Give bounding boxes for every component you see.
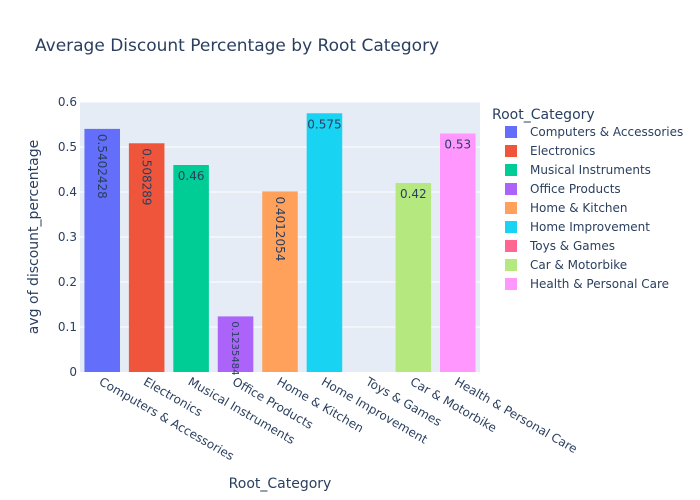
legend-label: Toys & Games [529, 239, 615, 253]
bar[interactable] [128, 143, 165, 372]
legend-item[interactable]: Home & Kitchen [505, 201, 628, 215]
y-tick-label: 0 [69, 365, 77, 379]
bar-value-label: 0.53 [444, 138, 471, 152]
x-axis-ticks: Computers & AccessoriesElectronicsMusica… [97, 374, 580, 463]
legend-item[interactable]: Car & Motorbike [505, 258, 627, 272]
legend-item[interactable]: Office Products [505, 182, 621, 196]
legend-item[interactable]: Electronics [505, 144, 595, 158]
legend-swatch [505, 183, 517, 195]
bar[interactable] [395, 183, 432, 372]
x-axis-title: Root_Category [229, 476, 332, 492]
y-tick-label: 0.1 [58, 320, 77, 334]
legend-label: Home & Kitchen [530, 201, 628, 215]
legend-swatch [505, 126, 517, 138]
bar-value-label: 0.508289 [139, 148, 153, 205]
y-tick-label: 0.2 [58, 275, 77, 289]
y-tick-label: 0.3 [58, 230, 77, 244]
legend-label: Musical Instruments [530, 163, 651, 177]
bar-value-label: 0.575 [307, 117, 341, 131]
bar-value-label: 0.42 [400, 187, 427, 201]
bar-value-label: 0.4012054 [273, 196, 287, 261]
legend-item[interactable]: Computers & Accessories [505, 125, 683, 139]
legend-swatch [505, 259, 517, 271]
legend-item[interactable]: Toys & Games [505, 239, 615, 253]
bar[interactable] [440, 133, 476, 373]
bars [84, 113, 476, 373]
y-axis-ticks: 0 0.1 0.2 0.3 0.4 0.5 0.6 [58, 95, 77, 379]
legend-swatch [505, 221, 517, 233]
legend-title: Root_Category [492, 107, 595, 123]
bar-value-label: 0.46 [178, 169, 205, 183]
legend-swatch [505, 202, 517, 214]
bar[interactable] [262, 191, 298, 372]
bar[interactable] [217, 316, 254, 372]
bar[interactable] [173, 165, 209, 372]
y-axis-title: avg of discount_percentage [26, 140, 42, 334]
legend-label: Electronics [530, 144, 595, 158]
chart-title: Average Discount Percentage by Root Cate… [35, 36, 439, 56]
y-tick-label: 0.4 [58, 185, 77, 199]
bar-value-label: 0.5402428 [95, 134, 109, 199]
legend-item[interactable]: Health & Personal Care [505, 277, 669, 291]
legend-item[interactable]: Musical Instruments [505, 163, 651, 177]
legend[interactable]: Computers & Accessories Electronics Musica… [505, 125, 683, 291]
bar-data-labels: 0.5402428 0.508289 0.46 0.1235484 0.4012054 0… [95, 117, 471, 375]
bar[interactable] [306, 113, 343, 372]
legend-label: Car & Motorbike [530, 258, 627, 272]
y-tick-label: 0.6 [58, 95, 77, 109]
legend-swatch [505, 164, 517, 176]
legend-label: Home Improvement [530, 220, 650, 234]
legend-swatch [505, 278, 517, 290]
legend-item[interactable]: Home Improvement [505, 220, 650, 234]
legend-label: Computers & Accessories [530, 125, 683, 139]
legend-swatch [505, 240, 517, 252]
legend-swatch [505, 145, 517, 157]
legend-label: Office Products [530, 182, 621, 196]
bar-value-label: 0.1235484 [229, 321, 240, 375]
bar[interactable] [84, 128, 120, 372]
legend-label: Health & Personal Care [530, 277, 669, 291]
y-tick-label: 0.5 [58, 140, 77, 154]
